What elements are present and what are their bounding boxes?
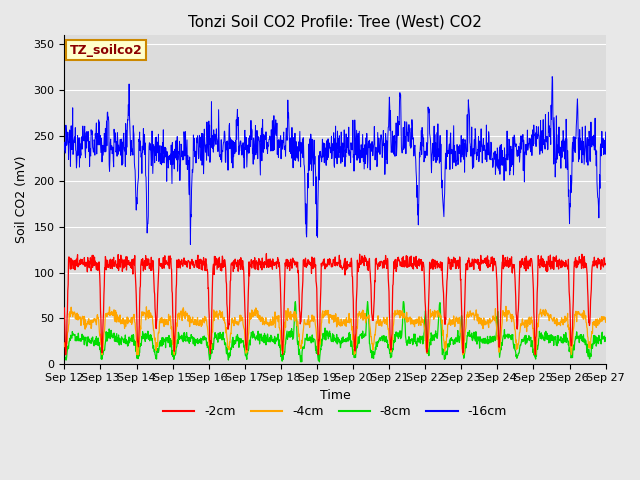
Legend: -2cm, -4cm, -8cm, -16cm: -2cm, -4cm, -8cm, -16cm [158, 400, 512, 423]
Y-axis label: Soil CO2 (mV): Soil CO2 (mV) [15, 156, 28, 243]
X-axis label: Time: Time [319, 389, 350, 402]
Title: Tonzi Soil CO2 Profile: Tree (West) CO2: Tonzi Soil CO2 Profile: Tree (West) CO2 [188, 15, 482, 30]
Text: TZ_soilco2: TZ_soilco2 [70, 44, 143, 57]
